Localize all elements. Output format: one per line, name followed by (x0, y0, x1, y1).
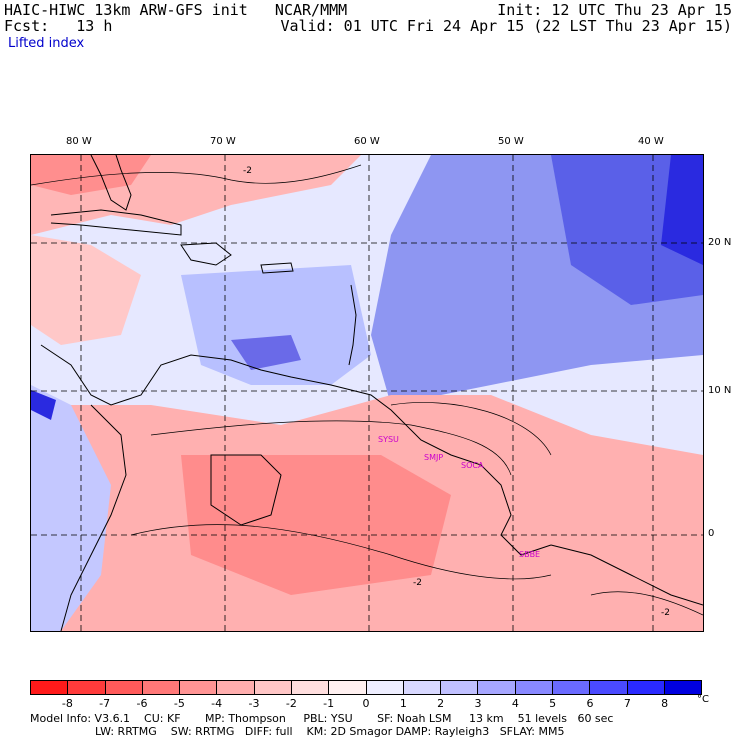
lon-label-80w: 80 W (66, 136, 92, 147)
colorbar-tick-label: -6 (136, 697, 148, 710)
contour-label-north: -2 (243, 166, 252, 176)
colorbar-unit: °C (697, 694, 709, 705)
colorbar-segment (142, 681, 181, 694)
lat-label-20n: 20 N (708, 237, 732, 248)
colorbar-segment (31, 681, 69, 694)
colorbar-tick-label: -2 (285, 697, 297, 710)
lon-label-40w: 40 W (638, 136, 664, 147)
station-soca: SOCA (461, 461, 484, 470)
colorbar-segment (590, 681, 628, 694)
colorbar-tick-label: 3 (474, 697, 482, 710)
colorbar (30, 680, 702, 695)
red-core-north (31, 155, 151, 195)
field-name: Lifted index (8, 36, 85, 51)
colorbar-tick-label: -4 (211, 697, 223, 710)
colorbar-segment (366, 681, 404, 694)
lat-label-0: 0 (708, 528, 715, 539)
lon-label-70w: 70 W (210, 136, 236, 147)
coastlines (40, 155, 703, 631)
colorbar-tick-label: -1 (323, 697, 335, 710)
colorbar-segment (291, 681, 330, 694)
colorbar-tick-label: 7 (623, 697, 631, 710)
colorbar-tick-label: 0 (362, 697, 370, 710)
colorbar-segment (515, 681, 553, 694)
footer-model-info: Model Info: V3.6.1 CU: KF MP: Thompson P… (30, 712, 614, 725)
contour-label-se: -2 (661, 608, 670, 618)
colorbar-tick-label: -7 (99, 697, 111, 710)
lifted-index-map: -2 -2 -2 SYSU SMJP SOCA SBBE (30, 154, 704, 632)
station-smjp: SMJP (424, 453, 444, 462)
colorbar-tick-label: 5 (549, 697, 557, 710)
colorbar-tick-label: -3 (248, 697, 260, 710)
colorbar-segment (105, 681, 143, 694)
blue-region-pacific (31, 385, 111, 631)
red-region-west (31, 235, 141, 345)
colorbar-segment (441, 681, 479, 694)
colorbar-tick-label: -5 (173, 697, 185, 710)
header-init-time: Init: 12 UTC Thu 23 Apr 15 (497, 1, 732, 19)
station-sbbe: SBBE (519, 550, 541, 559)
colorbar-segment (180, 681, 218, 694)
footer-physics-info: LW: RRTMG SW: RRTMG DIFF: full KM: 2D Sm… (95, 725, 565, 738)
colorbar-tick-label: -8 (61, 697, 73, 710)
colorbar-segment (68, 681, 106, 694)
lon-label-60w: 60 W (354, 136, 380, 147)
header-title: HAIC-HIWC 13km ARW-GFS init NCAR/MMM (4, 1, 348, 19)
lat-label-10n: 10 N (708, 385, 732, 396)
colorbar-segment (478, 681, 516, 694)
colorbar-tick-label: 1 (399, 697, 407, 710)
blue-core-caribbean (231, 335, 301, 370)
station-sysu: SYSU (378, 435, 399, 444)
blue-core-ne (551, 155, 703, 305)
colorbar-tick-label: 2 (437, 697, 445, 710)
blue-max-ne (661, 155, 703, 265)
colorbar-segment (627, 681, 665, 694)
blue-max-pacific (31, 390, 56, 420)
colorbar-segment (329, 681, 367, 694)
colorbar-segment (403, 681, 442, 694)
colorbar-segment (552, 681, 591, 694)
blue-region-caribbean (181, 265, 371, 385)
header-valid-time: Valid: 01 UTC Fri 24 Apr 15 (22 LST Thu … (280, 17, 732, 35)
map-canvas: -2 -2 -2 (31, 155, 703, 631)
header-forecast-hour: Fcst: 13 h (4, 17, 113, 35)
contour-label-south: -2 (413, 578, 422, 588)
red-core-south (181, 455, 451, 595)
colorbar-segment (254, 681, 292, 694)
colorbar-tick-label: 6 (586, 697, 594, 710)
colorbar-tick-label: 8 (661, 697, 669, 710)
lon-label-50w: 50 W (498, 136, 524, 147)
lat-lon-grid (31, 155, 703, 631)
colorbar-tick-label: 4 (511, 697, 519, 710)
colorbar-segment (217, 681, 255, 694)
colorbar-segment (664, 681, 702, 694)
